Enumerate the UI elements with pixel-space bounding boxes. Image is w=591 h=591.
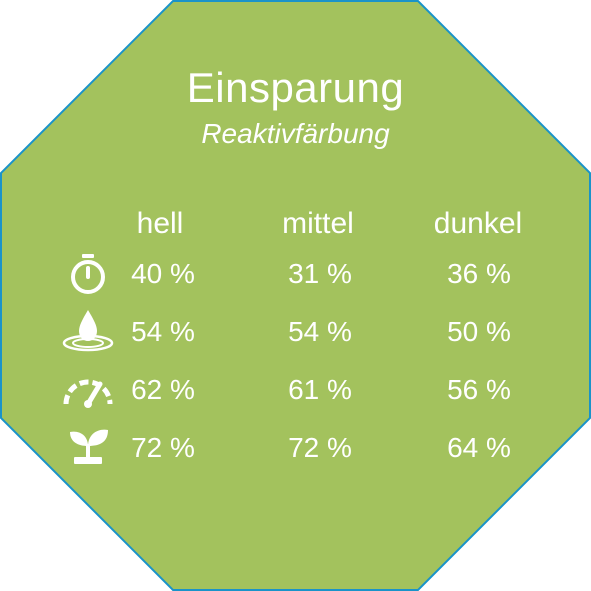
column-header-dunkel: dunkel: [433, 207, 523, 240]
subtitle: Reaktivfärbung: [201, 118, 390, 149]
title: Einsparung: [186, 64, 405, 111]
column-header-hell: hell: [136, 207, 184, 240]
value-dunkel-row4: 64 %: [447, 432, 511, 463]
stopwatch-icon: [71, 254, 105, 294]
value-mittel-row1: 31 %: [288, 258, 352, 289]
water-drop-icon: [62, 310, 114, 352]
value-hell-row2: 54 %: [131, 316, 195, 347]
value-dunkel-row2: 50 %: [447, 316, 511, 347]
value-hell-row1: 40 %: [131, 258, 195, 289]
value-hell-row4: 72 %: [131, 432, 195, 463]
value-mittel-row3: 61 %: [288, 374, 352, 405]
seedling-icon: [70, 429, 108, 464]
value-mittel-row4: 72 %: [288, 432, 352, 463]
column-header-mittel: mittel: [282, 207, 354, 240]
value-dunkel-row3: 56 %: [447, 374, 511, 405]
value-hell-row3: 62 %: [131, 374, 195, 405]
value-mittel-row2: 54 %: [288, 316, 352, 347]
value-dunkel-row1: 36 %: [447, 258, 511, 289]
gauge-icon: [63, 379, 113, 408]
